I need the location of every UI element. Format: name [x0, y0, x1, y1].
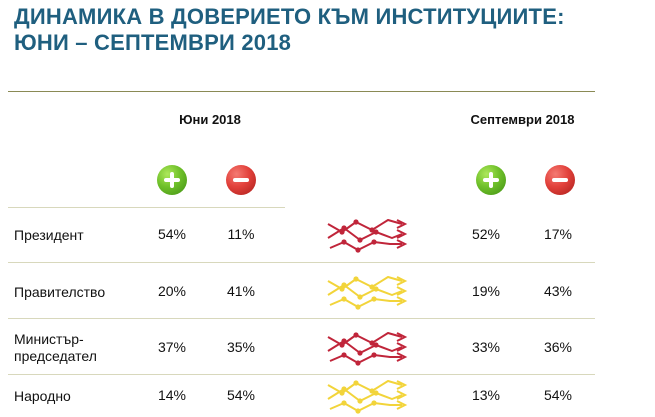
value-sep-trust: 52% — [471, 226, 501, 242]
trend-up-icon — [327, 380, 408, 414]
value-june-trust: 20% — [157, 283, 187, 299]
title-line-2: ЮНИ – СЕПТЕМВРИ 2018 — [14, 30, 292, 55]
institution-label-line: председател — [14, 348, 97, 364]
page-title: ДИНАМИКА В ДОВЕРИЕТО КЪМ ИНСТИТУЦИИТЕ: Ю… — [14, 4, 565, 56]
institution-label: Правителство — [14, 284, 105, 301]
value-sep-distrust: 36% — [543, 339, 573, 355]
trend-up-icon — [327, 276, 408, 310]
table-divider — [8, 374, 595, 375]
plus-circle-icon — [476, 165, 506, 195]
value-june-trust: 54% — [157, 226, 187, 242]
period-june-header: Юни 2018 — [179, 112, 241, 127]
institution-label-line: Президент — [14, 226, 84, 243]
title-line-1: ДИНАМИКА В ДОВЕРИЕТО КЪМ ИНСТИТУЦИИТЕ: — [14, 4, 565, 29]
header-rule — [8, 91, 595, 92]
table-divider — [8, 207, 285, 208]
institution-label: Министър-председател — [14, 331, 97, 365]
trend-down-icon — [327, 219, 408, 253]
value-june-distrust: 54% — [226, 387, 256, 403]
institution-label-line: Правителство — [14, 283, 106, 300]
value-june-distrust: 41% — [226, 283, 256, 299]
institution-label-line: Министър- — [14, 331, 84, 347]
plus-circle-icon — [157, 165, 187, 195]
institution-label-line: Народно — [14, 387, 71, 404]
value-june-trust: 37% — [157, 339, 187, 355]
table-divider — [8, 318, 595, 319]
value-june-trust: 14% — [157, 387, 187, 403]
value-sep-trust: 13% — [471, 387, 501, 403]
period-september-header: Септември 2018 — [470, 112, 575, 127]
institution-label: Народно — [14, 388, 71, 405]
trend-down-icon — [327, 332, 408, 366]
institution-label: Президент — [14, 227, 84, 244]
value-sep-distrust: 17% — [543, 226, 573, 242]
minus-circle-icon — [545, 165, 575, 195]
value-sep-distrust: 54% — [543, 387, 573, 403]
value-june-distrust: 11% — [227, 226, 255, 242]
value-sep-trust: 33% — [471, 339, 501, 355]
value-sep-trust: 19% — [471, 283, 501, 299]
minus-circle-icon — [226, 165, 256, 195]
table-divider — [8, 262, 595, 263]
value-june-distrust: 35% — [226, 339, 256, 355]
value-sep-distrust: 43% — [543, 283, 573, 299]
